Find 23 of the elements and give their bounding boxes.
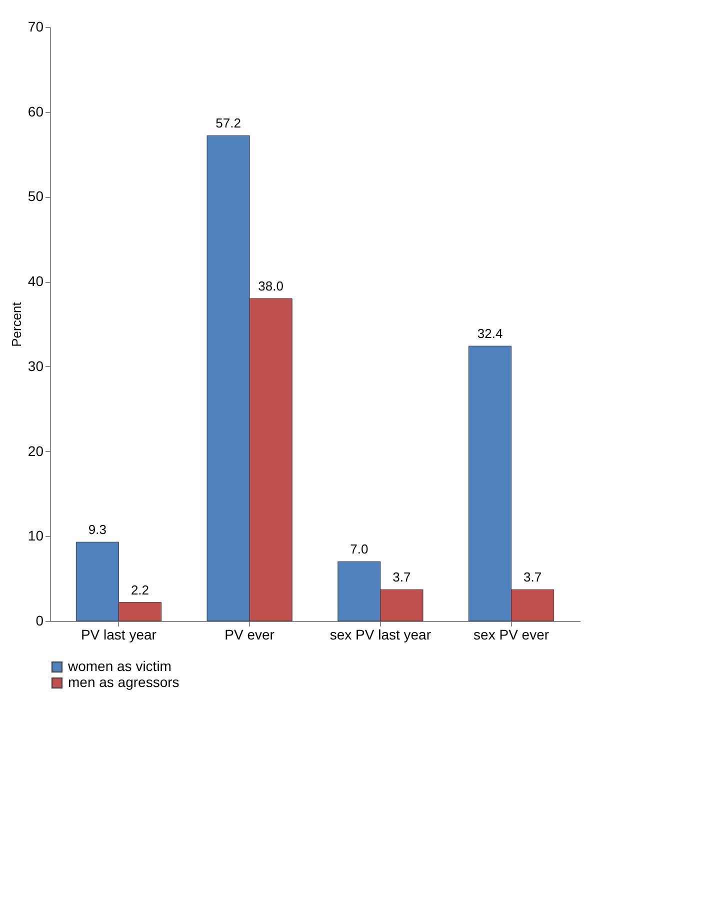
y-tick-label: 30 (28, 358, 44, 374)
y-axis-title: Percent (8, 302, 24, 347)
x-tick-label: sex PV ever (474, 626, 550, 642)
y-tick-label: 70 (28, 18, 44, 34)
x-tick-label: PV last year (80, 626, 157, 642)
legend-label: men as agressors (68, 674, 180, 690)
data-label: 32.4 (477, 326, 503, 342)
x-tick-label: sex PV last year (330, 626, 432, 642)
data-label: 57.2 (216, 116, 241, 131)
data-label: 38.0 (258, 278, 284, 294)
data-label: 3.7 (392, 570, 411, 585)
data-label: 2.2 (130, 582, 150, 598)
data-label: 9.3 (88, 522, 106, 538)
y-tick-label: 40 (28, 273, 44, 290)
y-tick-label: 60 (28, 103, 44, 120)
x-tick-label: PV ever (224, 626, 275, 642)
legend-label: women as victim (67, 658, 172, 674)
y-tick-label: 10 (28, 528, 44, 544)
data-label: 7.0 (350, 542, 368, 557)
y-tick-label: 50 (28, 188, 44, 204)
y-tick-label: 0 (36, 612, 44, 628)
y-tick-label: 20 (28, 442, 44, 459)
data-label: 3.7 (524, 570, 542, 585)
